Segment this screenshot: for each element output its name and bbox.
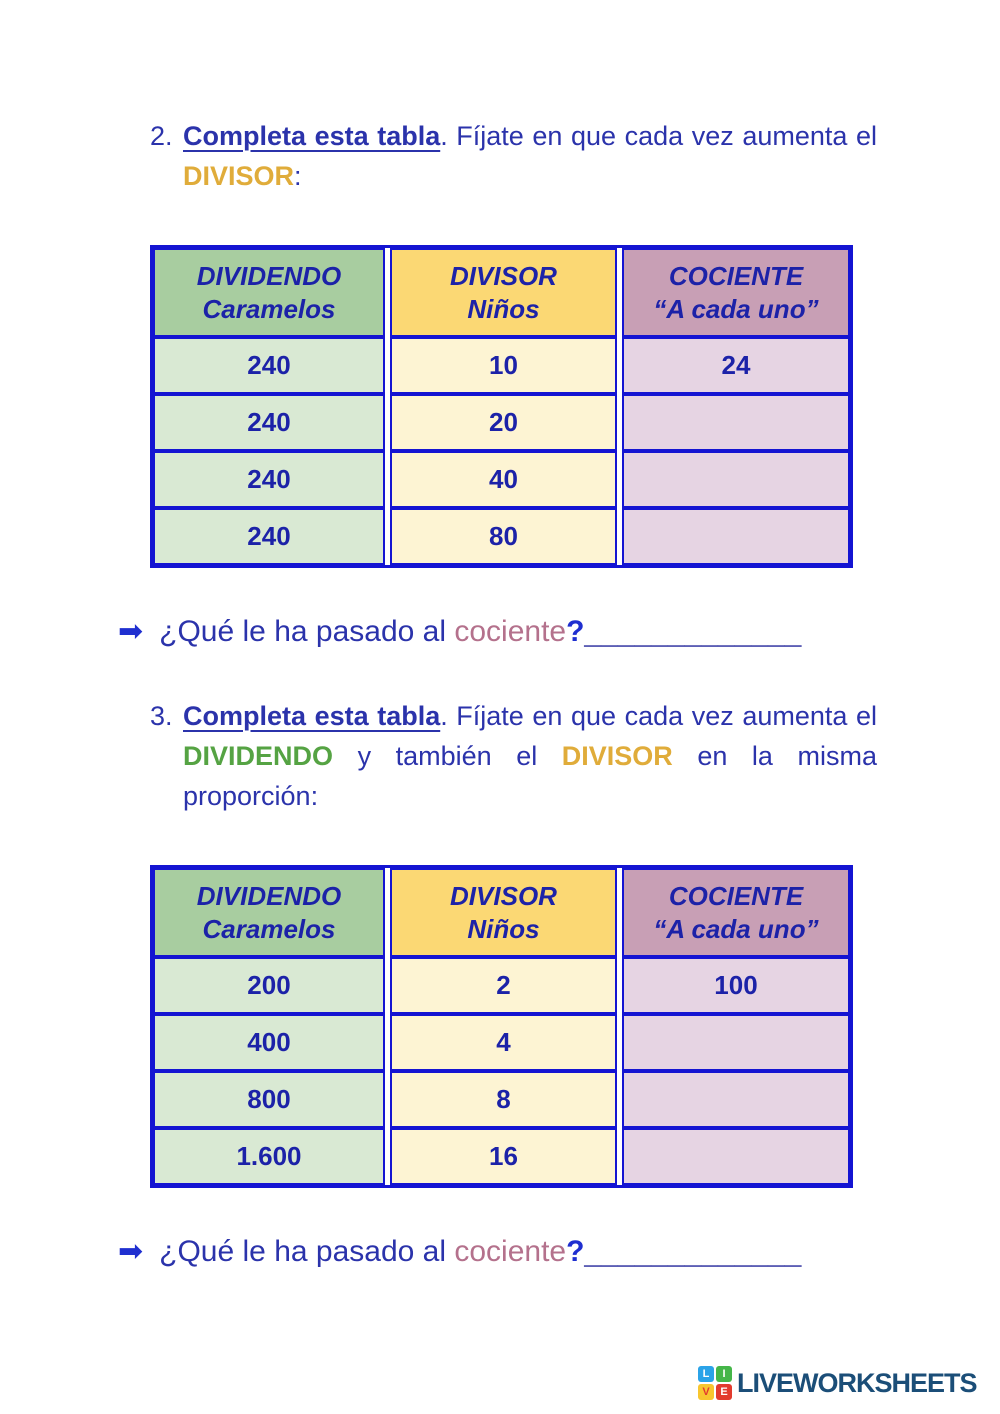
logo-square-v: V (698, 1384, 714, 1400)
answer-cell[interactable] (622, 451, 850, 508)
table-cell: 20 (390, 394, 617, 451)
table-cell: 100 (622, 957, 850, 1014)
table-header-dividendo: DIVIDENDO Caramelos (153, 248, 385, 337)
question-2-answer-blank[interactable]: _____________ (584, 1235, 802, 1268)
table-header-divisor: DIVISOR Niños (390, 868, 617, 957)
text-segment: DIVIDENDO (183, 741, 334, 771)
question-2-highlight: cociente (454, 1235, 567, 1268)
division-table-1: DIVIDENDO Caramelos DIVISOR Niños COCIENTE “A… (150, 245, 853, 568)
table-cell: 40 (390, 451, 617, 508)
question-1-highlight: cociente (454, 615, 567, 648)
table-cell: 200 (153, 957, 385, 1014)
division-table-2: DIVIDENDO Caramelos DIVISOR Niños COCIENTE “A… (150, 865, 853, 1188)
exercise-2-text: Completa esta tabla. Fíjate en que cada … (183, 116, 877, 196)
answer-cell[interactable] (622, 1014, 850, 1071)
table-cell: 10 (390, 337, 617, 394)
text-segment: : (294, 161, 302, 191)
question-1: ➡ ¿Qué le ha pasado al cociente?________… (118, 614, 801, 649)
answer-cell[interactable] (622, 1128, 850, 1185)
exercise-3-instructions: 3. Completa esta tabla. Fíjate en que ca… (150, 696, 877, 816)
exercise-3-number: 3. (150, 701, 173, 731)
question-2-prefix: ¿Qué le ha pasado al (159, 1235, 455, 1268)
answer-cell[interactable] (622, 1071, 850, 1128)
arrow-right-icon: ➡ (118, 1234, 144, 1269)
question-1-prefix: ¿Qué le ha pasado al (159, 615, 455, 648)
exercise-2-number: 2. (150, 121, 173, 151)
table-header-cociente: COCIENTE “A cada uno” (622, 868, 850, 957)
question-2: ➡ ¿Qué le ha pasado al cociente?________… (118, 1234, 801, 1269)
text-segment: . Fíjate en que cada vez aumenta el (440, 121, 877, 151)
table-cell: 400 (153, 1014, 385, 1071)
table-cell: 1.600 (153, 1128, 385, 1185)
table-cell: 240 (153, 337, 385, 394)
question-1-qmark: ? (566, 615, 585, 648)
answer-cell[interactable] (622, 394, 850, 451)
table-cell: 8 (390, 1071, 617, 1128)
table-cell: 240 (153, 451, 385, 508)
question-1-text: ¿Qué le ha pasado al cociente?__________… (159, 615, 801, 649)
table-cell: 4 (390, 1014, 617, 1071)
table-cell: 240 (153, 394, 385, 451)
text-segment: DIVISOR (183, 161, 295, 191)
text-segment: Completa esta tabla (183, 701, 441, 731)
question-1-answer-blank[interactable]: _____________ (584, 615, 802, 648)
question-2-text: ¿Qué le ha pasado al cociente?__________… (159, 1235, 801, 1269)
text-segment: en la misma proporción: (183, 741, 877, 811)
answer-cell[interactable] (622, 508, 850, 565)
brand-name: LIVEWORKSHEETS (737, 1367, 978, 1398)
table-cell: 80 (390, 508, 617, 565)
exercise-3-text: Completa esta tabla. Fíjate en que cada … (183, 696, 877, 816)
logo-square-e: E (716, 1384, 732, 1400)
table-cell: 240 (153, 508, 385, 565)
text-segment: . Fíjate en que cada vez aumenta el (440, 701, 877, 731)
exercise-2-instructions: 2. Completa esta tabla. Fíjate en que ca… (150, 116, 877, 196)
text-segment: Completa esta tabla (183, 121, 441, 151)
table-header-dividendo: DIVIDENDO Caramelos (153, 868, 385, 957)
text-segment: y también el (333, 741, 562, 771)
table-cell: 24 (622, 337, 850, 394)
table-cell: 16 (390, 1128, 617, 1185)
logo-square-i: I (716, 1366, 732, 1382)
logo-square-l: L (698, 1366, 714, 1382)
arrow-right-icon: ➡ (118, 614, 144, 649)
table-cell: 800 (153, 1071, 385, 1128)
text-segment: DIVISOR (561, 741, 673, 771)
question-2-qmark: ? (566, 1235, 585, 1268)
table-cell: 2 (390, 957, 617, 1014)
table-header-divisor: DIVISOR Niños (390, 248, 617, 337)
table-header-cociente: COCIENTE “A cada uno” (622, 248, 850, 337)
